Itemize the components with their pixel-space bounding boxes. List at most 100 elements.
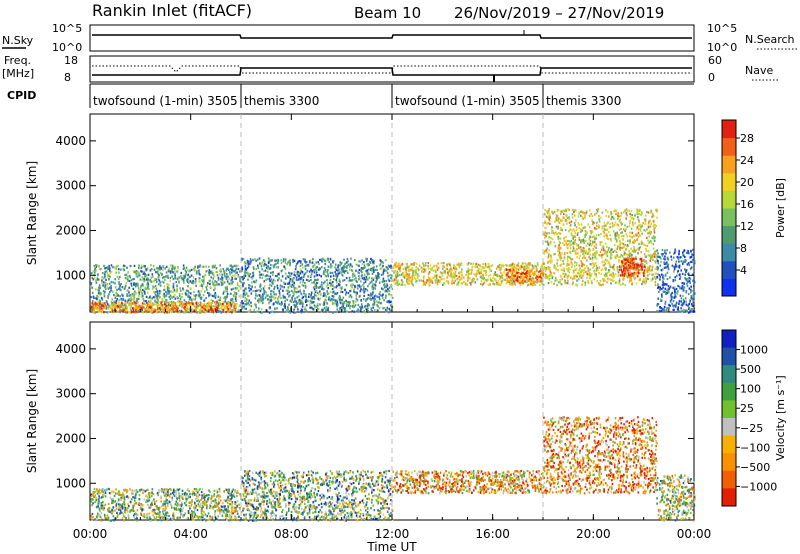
echo-cell [287,275,290,279]
echo-cell [551,226,553,229]
date-range: 26/Nov/2019 – 27/Nov/2019 [454,4,664,22]
echo-cell [243,276,246,279]
echo-cell [169,279,172,282]
echo-cell [273,266,275,269]
echo-cell [455,268,458,271]
echo-cell [296,287,298,290]
echo-cell [134,303,136,306]
echo-cell [482,282,485,285]
echo-cell [336,303,339,306]
echo-cell [557,209,560,212]
echo-cell [618,228,621,232]
echo-cell [250,304,253,308]
echo-cell [386,287,389,291]
echo-cell [366,304,369,307]
echo-cell [329,258,332,261]
echo-cell [411,263,414,266]
echo-cell [262,287,265,290]
echo-cell [202,293,205,297]
echo-cell [572,237,574,240]
echo-cell [462,276,465,279]
echo-cell [202,307,205,310]
echo-cell [183,281,185,284]
echo-cell [109,307,112,310]
echo-cell [612,279,614,282]
echo-cell [128,304,130,307]
echo-cell [366,273,369,276]
echo-cell [509,264,511,267]
echo-cell [528,266,530,269]
echo-cell [604,249,607,253]
echo-cell [331,303,334,306]
echo-cell [387,275,389,278]
echo-cell [158,274,160,277]
echo-cell [547,261,549,264]
echo-cell [467,267,469,270]
echo-cell [158,279,161,282]
echo-cell [157,272,159,275]
echo-cell [633,260,635,263]
echo-cell [347,279,350,283]
echo-cell [405,262,408,266]
echo-cell [284,258,287,261]
echo-cell [138,289,140,292]
echo-cell [565,264,568,267]
echo-cell [576,233,579,236]
echo-cell [163,296,166,299]
echo-cell [332,260,335,263]
echo-cell [156,305,159,308]
echo-cell [229,305,232,308]
echo-cell [644,214,647,217]
echo-cell [412,271,415,274]
echo-cell [512,281,514,284]
echo-cell [371,272,374,275]
echo-cell [605,209,607,212]
echo-cell [274,296,277,299]
echo-cell [376,278,378,281]
echo-cell [362,289,364,292]
echo-cell [361,271,363,274]
echo-cell [104,302,106,305]
echo-cell [371,280,373,283]
echo-cell [631,232,634,235]
echo-cell [237,289,240,292]
echo-cell [500,280,503,283]
echo-cell [578,275,581,278]
echo-cell [654,223,656,227]
echo-cell [594,238,596,241]
echo-cell [341,306,343,309]
echo-cell [104,291,106,294]
echo-cell [383,286,386,289]
echo-cell [284,282,287,285]
echo-cell [606,277,609,280]
echo-cell [549,259,551,262]
echo-cell [571,258,574,261]
echo-cell [344,265,346,268]
echo-cell [560,283,563,286]
echo-cell [149,269,152,272]
echo-cell [237,309,240,312]
echo-cell [444,270,446,274]
echo-cell [335,303,338,306]
echo-cell [317,297,319,300]
echo-cell [258,298,260,301]
echo-cell [365,307,367,310]
echo-cell [498,274,501,278]
echo-cell [443,278,445,281]
echo-cell [131,298,134,301]
echo-cell [643,229,645,232]
echo-cell [644,282,646,285]
echo-cell [90,283,92,286]
echo-cell [562,262,565,265]
echo-cell [297,301,300,304]
echo-cell [469,277,471,280]
echo-cell [408,265,411,268]
echo-cell [254,280,257,284]
echo-cell [163,292,165,295]
echo-cell [592,223,594,226]
echo-cell [531,279,534,282]
echo-cell [584,226,587,229]
echo-cell [122,309,125,312]
echo-cell [344,262,346,265]
echo-cell [467,279,469,282]
